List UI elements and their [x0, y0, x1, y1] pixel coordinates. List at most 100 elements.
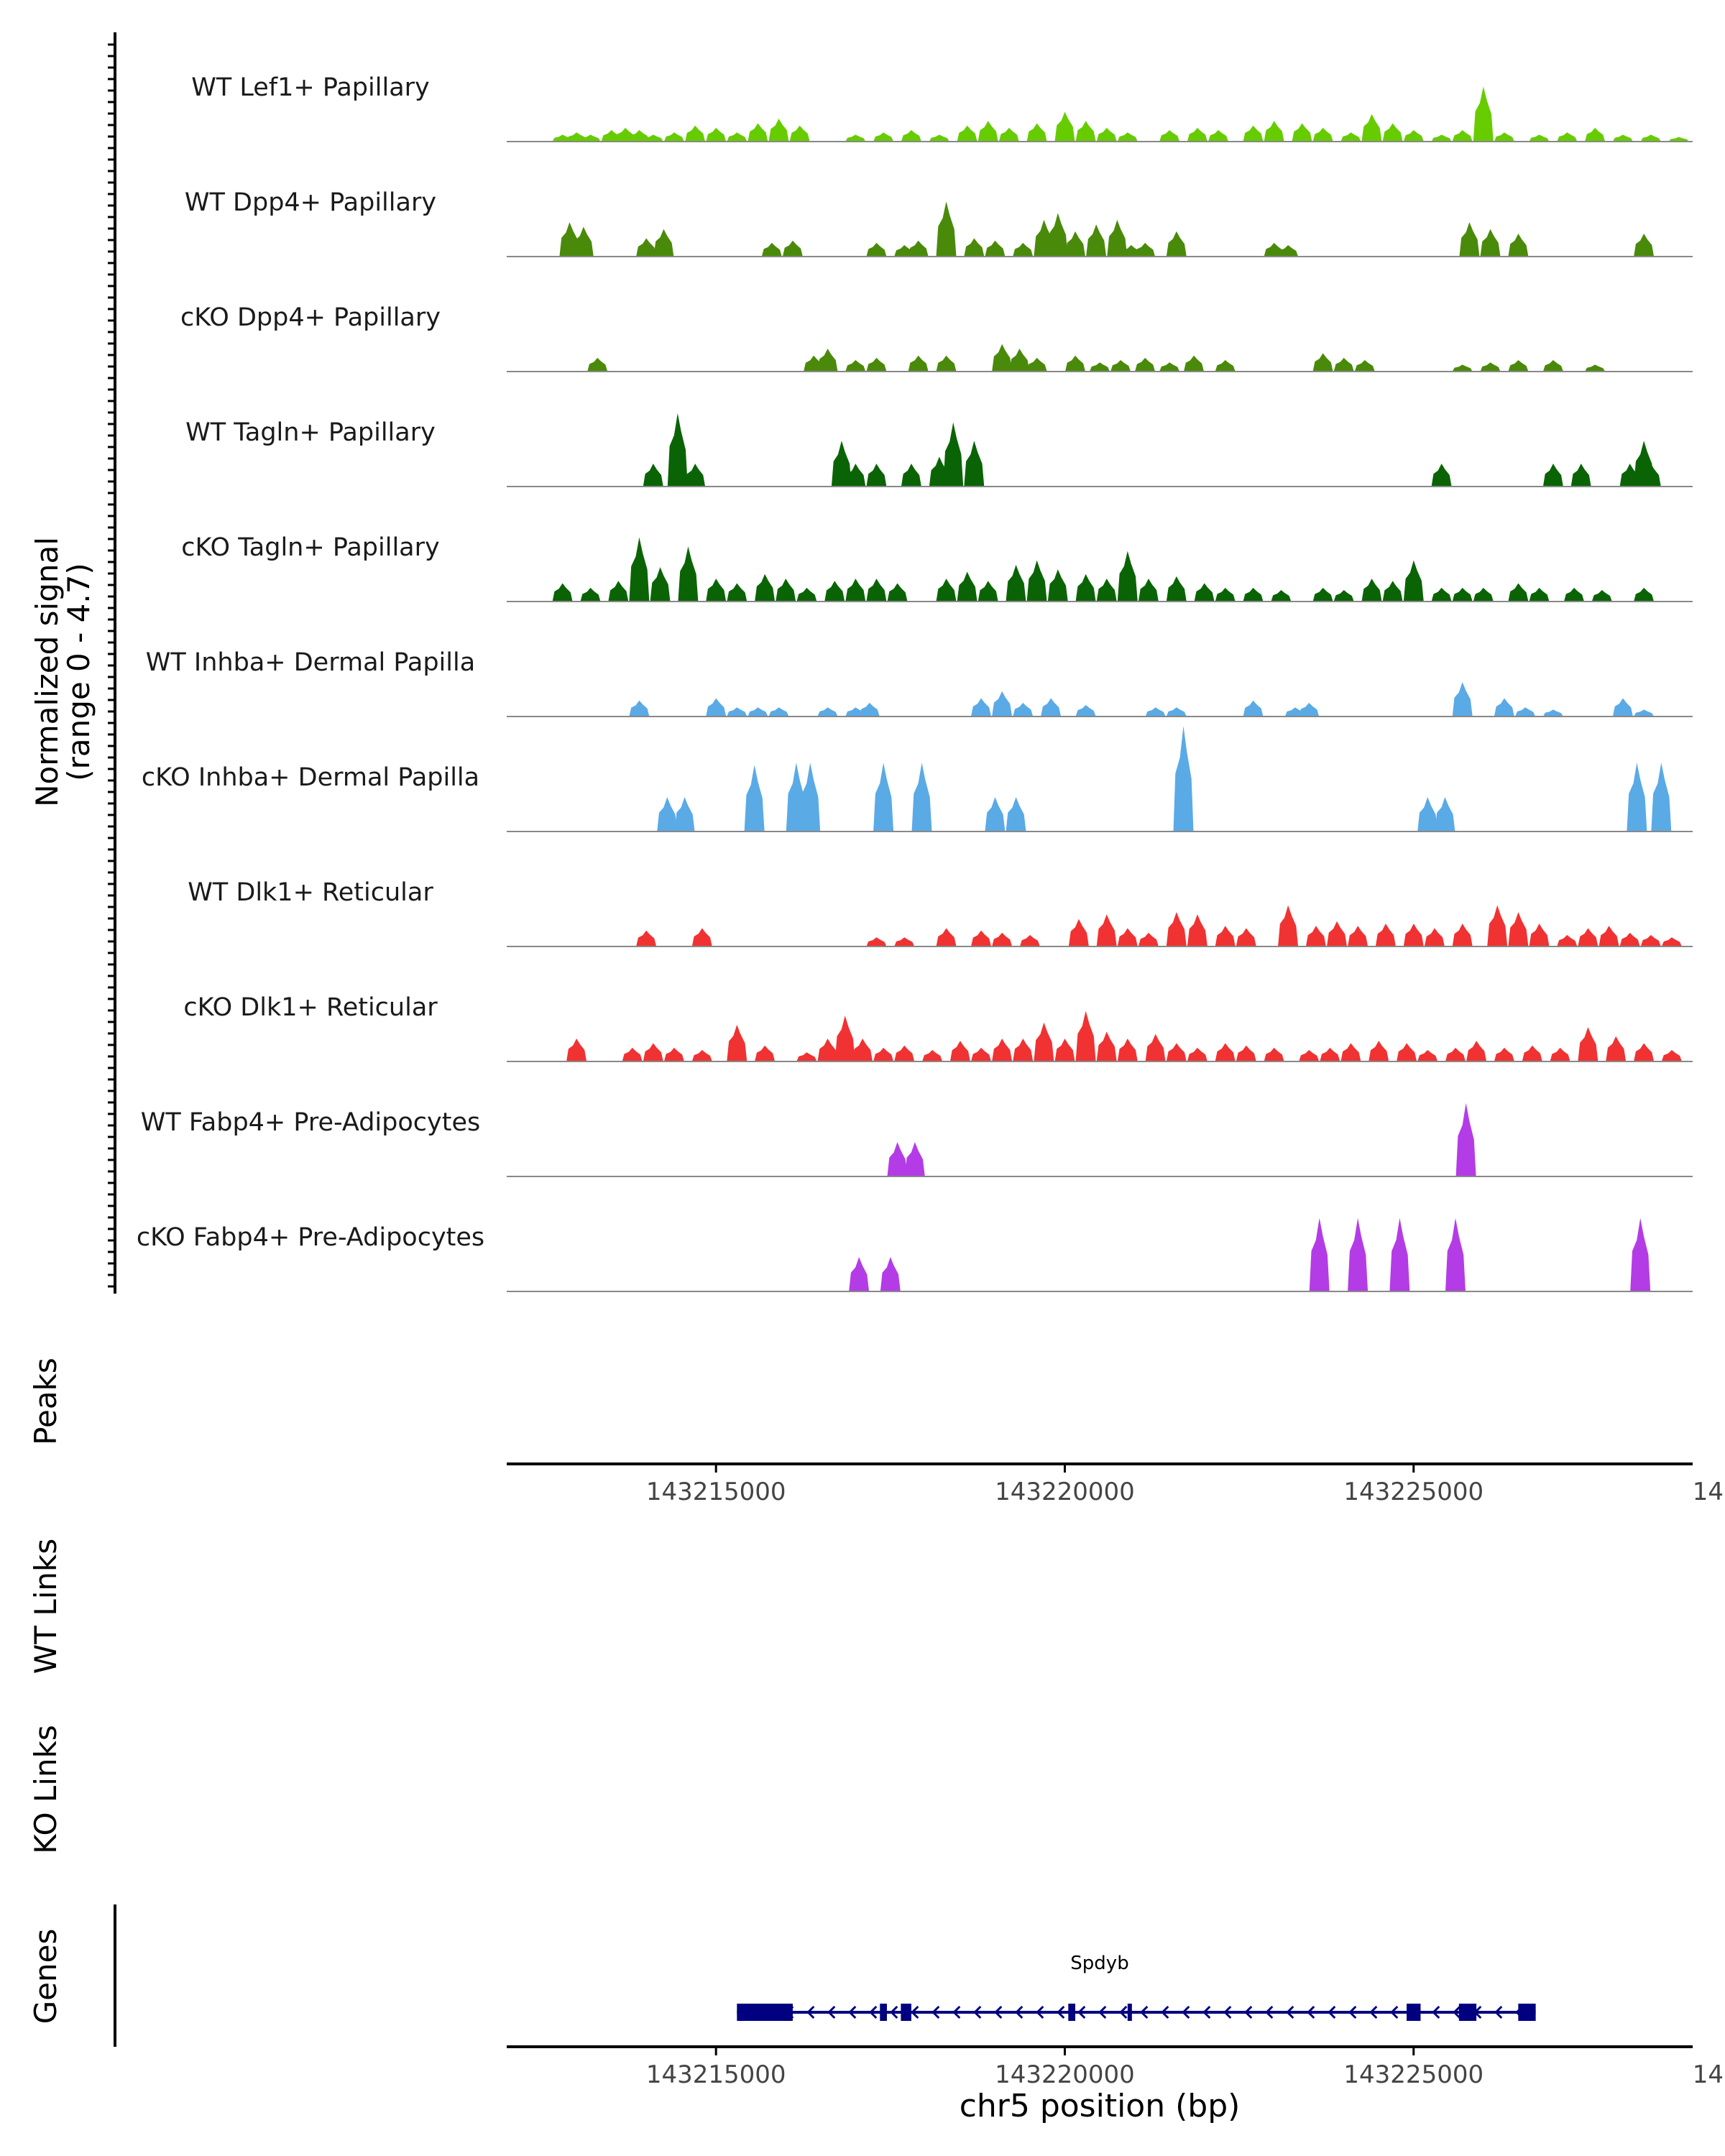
coverage-peak: [1075, 1010, 1096, 1061]
coverage-peak: [1508, 912, 1529, 946]
coverage-peak: [831, 441, 852, 487]
gene-exon: [1127, 2004, 1132, 2021]
coverage-peak: [1557, 132, 1578, 142]
coverage-peak: [1305, 926, 1326, 946]
coverage-peak: [643, 1043, 663, 1061]
x-tick-label: 143230000: [1693, 2060, 1725, 2089]
coverage-peak: [849, 1257, 870, 1291]
coverage-peak: [1086, 224, 1107, 257]
coverage-peak: [1368, 1041, 1389, 1061]
coverage-peak: [1264, 121, 1284, 142]
coverage-peak: [776, 579, 796, 602]
coverage-peak: [1570, 464, 1591, 487]
coverage-peak: [685, 125, 706, 142]
strand-arrow: [827, 2005, 836, 2019]
strand-arrow: [1057, 2005, 1065, 2019]
coverage-peak: [936, 579, 957, 602]
coverage-peak: [845, 360, 866, 372]
y-axis-title-line1: Normalized signal: [29, 537, 65, 807]
x-tick-label: 143215000: [646, 1478, 786, 1506]
track-2: WT Dpp4+ Papillary: [185, 188, 1693, 257]
coverage-peak: [1054, 111, 1075, 142]
coverage-peak: [1117, 550, 1138, 602]
x-tick-label: 143220000: [995, 1478, 1135, 1506]
coverage-peak: [1264, 242, 1284, 257]
strand-arrow: [1265, 2005, 1274, 2019]
coverage-peak: [1661, 1050, 1682, 1061]
coverage-peak: [911, 763, 932, 831]
coverage-peak: [817, 707, 838, 717]
y-axis-title-line2: (range 0 - 4.7): [61, 563, 96, 781]
track-10: WT Fabp4+ Pre-Adipocytes: [141, 1102, 1693, 1177]
coverage-peak: [1006, 797, 1026, 831]
coverage-peak: [1278, 905, 1299, 946]
coverage-peak: [1397, 1043, 1417, 1061]
strand-arrow: [1286, 2005, 1294, 2019]
coverage-peak: [1627, 763, 1647, 831]
coverage-peak: [866, 937, 887, 946]
coverage-peak: [873, 132, 894, 142]
coverage-peak: [866, 464, 887, 487]
coverage-peak: [908, 240, 929, 257]
coverage-peak: [1634, 587, 1655, 602]
coverage-peak: [643, 134, 663, 142]
coverage-peak: [949, 1041, 970, 1061]
coverage-peak: [1382, 123, 1403, 142]
coverage-peak: [1455, 1102, 1476, 1176]
strand-arrow: [1036, 2005, 1044, 2019]
coverage-peak: [1598, 926, 1619, 946]
coverage-peak: [748, 123, 768, 142]
coverage-peak: [1054, 1038, 1075, 1061]
coverage-peak: [552, 583, 573, 602]
coverage-peak: [1585, 127, 1606, 142]
track-label: WT Fabp4+ Pre-Adipocytes: [141, 1108, 480, 1137]
coverage-peak: [1634, 709, 1655, 717]
coverage-peak: [1013, 242, 1034, 257]
coverage-peak: [894, 1045, 915, 1061]
coverage-peak: [817, 349, 838, 372]
coverage-peak: [1542, 464, 1563, 487]
coverage-peak: [1041, 698, 1062, 717]
coverage-peak: [1166, 576, 1187, 602]
coverage-peak: [580, 134, 601, 142]
coverage-peak: [1668, 137, 1689, 142]
coverage-peak: [1096, 579, 1117, 602]
gene-model-spdyb: [737, 2004, 1536, 2021]
strand-arrow: [994, 2005, 1003, 2019]
coverage-peak: [1480, 362, 1501, 372]
coverage-peak: [1075, 573, 1096, 602]
coverage-peak: [744, 765, 765, 831]
coverage-peak: [1166, 1043, 1187, 1061]
coverage-peak: [1333, 590, 1354, 602]
coverage-peak: [1529, 923, 1550, 946]
coverage-peak: [768, 707, 789, 717]
coverage-peak: [1159, 130, 1180, 142]
coverage-peak: [985, 240, 1006, 257]
coverage-peak: [1184, 355, 1204, 372]
coverage-peak: [880, 1257, 901, 1291]
x-tick-label: 143230000: [1693, 1478, 1725, 1506]
coverage-peak: [1619, 932, 1640, 946]
coverage-peak: [1320, 1047, 1340, 1061]
coverage-peak: [1138, 579, 1159, 602]
coverage-peak: [1452, 587, 1473, 602]
coverage-peak: [1047, 213, 1068, 257]
coverage-peak: [782, 240, 803, 257]
coverage-peak: [1557, 935, 1578, 946]
coverage-peak: [1236, 1045, 1256, 1061]
coverage-peak: [1135, 357, 1156, 372]
strand-arrow: [1119, 2005, 1128, 2019]
track-label: cKO Dpp4+ Papillary: [180, 303, 441, 332]
gene-exon: [1518, 2004, 1536, 2021]
coverage-peak: [1508, 583, 1529, 602]
coverage-peak: [573, 226, 594, 257]
strand-arrow: [1244, 2005, 1253, 2019]
wt-links-track-label: WT Links: [28, 1539, 63, 1674]
coverage-peak: [992, 344, 1013, 372]
coverage-peak: [1542, 360, 1563, 372]
coverage-peak: [1264, 1047, 1284, 1061]
coverage-peak: [873, 763, 894, 831]
coverage-peak: [1564, 587, 1584, 602]
coverage-peak: [1640, 464, 1661, 487]
coverage-peak: [1236, 928, 1256, 946]
